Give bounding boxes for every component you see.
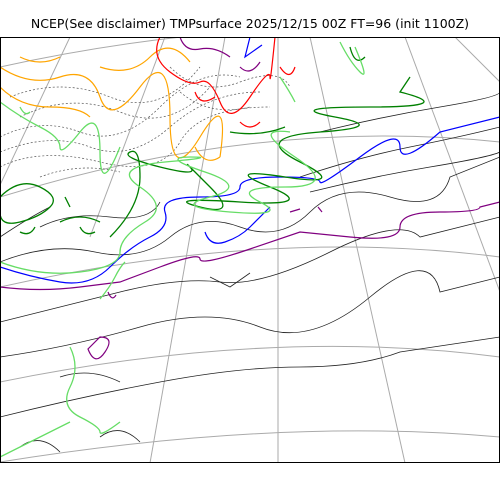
map-title: NCEP(See disclaimer) TMPsurface 2025/12/… <box>30 16 470 31</box>
blue-contours <box>0 37 500 284</box>
red-contours <box>156 37 296 128</box>
longitude-line <box>0 37 71 186</box>
longitude-line <box>89 37 166 238</box>
longitude-line <box>454 37 500 83</box>
light-green-contours <box>0 41 365 458</box>
latitude-line <box>0 345 500 383</box>
orange-contours <box>0 47 223 161</box>
longitude-line <box>404 37 500 293</box>
forecast-map <box>0 37 500 463</box>
longitude-line <box>149 37 226 463</box>
purple-contours <box>0 37 500 360</box>
latitude-line <box>0 135 500 198</box>
green-contours <box>0 46 425 238</box>
thin-contours <box>0 91 500 453</box>
longitude-line <box>309 37 406 463</box>
latitude-line <box>0 37 186 68</box>
latitude-line <box>0 430 500 463</box>
